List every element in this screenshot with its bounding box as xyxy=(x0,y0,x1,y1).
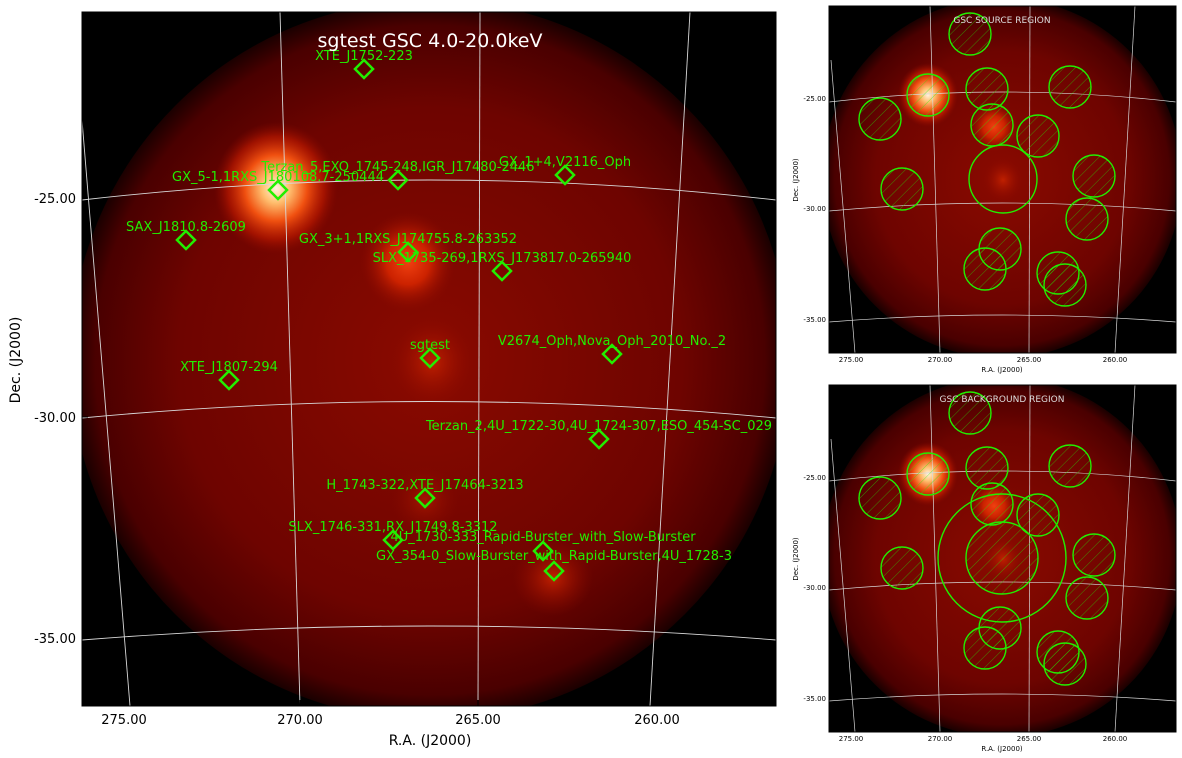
main-y-tick-0: -25.00 xyxy=(34,192,76,207)
background-y-axis-label: Dec. (J2000) xyxy=(792,537,800,581)
exclusion-region xyxy=(1072,154,1116,198)
emission-sgtest xyxy=(390,316,474,408)
source-marker xyxy=(353,58,375,80)
exclusion-region xyxy=(1065,197,1109,241)
exclusion-region xyxy=(880,167,924,211)
source-marker xyxy=(491,260,513,282)
exclusion-region xyxy=(880,546,924,590)
emission-gx5-1 xyxy=(214,122,338,254)
source-label: Terzan_5,EXO_1745-248,IGR_J17480-2446 xyxy=(260,160,534,175)
source-label: SLX_1746-331,RX_J1749.8-3312 xyxy=(288,520,497,535)
source-marker xyxy=(532,540,554,562)
main-y-tick-2: -35.00 xyxy=(34,632,76,647)
exclusion-region xyxy=(1016,493,1060,537)
source-label: GX_3+1,1RXS_J174755.8-263352 xyxy=(299,232,517,247)
main-y-axis-label: Dec. (J2000) xyxy=(8,317,24,404)
background-x-axis-label: R.A. (J2000) xyxy=(981,745,1023,753)
main-image: XTE_J1752-223 Terzan_5,EXO_1745-248,IGR_J… xyxy=(82,12,776,706)
source-label: XTE_J1752-223 xyxy=(315,49,413,64)
main-x-tick-2: 265.00 xyxy=(455,713,501,728)
exclusion-region xyxy=(948,12,992,56)
source-label: sgtest xyxy=(410,338,450,353)
source-label: H_1743-322,XTE_J17464-3213 xyxy=(326,478,523,493)
exclusion-region xyxy=(906,452,950,496)
source-label: 4U_1730-333_Rapid-Burster_with_Slow-Burs… xyxy=(390,530,696,545)
emission-h1743 xyxy=(391,466,459,534)
background-x-tick-0: 275.00 xyxy=(839,735,864,743)
main-x-axis-label: R.A. (J2000) xyxy=(389,733,472,749)
source-label: XTE_J1807-294 xyxy=(180,360,278,375)
background-x-tick-1: 270.00 xyxy=(928,735,953,743)
exclusion-region xyxy=(1065,576,1109,620)
source-marker xyxy=(267,179,289,201)
source-x-axis-label: R.A. (J2000) xyxy=(981,366,1023,374)
source-y-tick-2: -35.00 xyxy=(803,316,826,324)
main-x-tick-3: 260.00 xyxy=(634,713,680,728)
source-y-axis-label: Dec. (J2000) xyxy=(792,158,800,202)
exclusion-region xyxy=(1043,642,1087,686)
main-x-tick-0: 275.00 xyxy=(101,713,147,728)
exclusion-region xyxy=(948,391,992,435)
exclusion-region xyxy=(970,482,1014,526)
exclusion-region xyxy=(963,626,1007,670)
source-x-tick-2: 265.00 xyxy=(1017,356,1042,364)
source-label: SAX_J1810.8-2609 xyxy=(126,220,246,235)
exclusion-region xyxy=(858,476,902,520)
background-x-tick-2: 265.00 xyxy=(1017,735,1042,743)
background-y-tick-1: -30.00 xyxy=(803,584,826,592)
exclusion-region xyxy=(1016,114,1060,158)
source-x-tick-0: 275.00 xyxy=(839,356,864,364)
source-label: GX_354-0_Slow-Burster_with_Rapid-Burster… xyxy=(376,549,732,564)
exclusion-region xyxy=(906,73,950,117)
background-annulus-inner xyxy=(965,521,1039,595)
main-y-tick-1: -30.00 xyxy=(34,411,76,426)
source-label: GX_5-1,1RXS_J180108.7-250444 xyxy=(172,170,384,185)
source-marker xyxy=(397,241,419,263)
exclusion-region xyxy=(965,67,1009,111)
source-label: Terzan_2,4U_1722-30,4U_1724-307,ESO_454-… xyxy=(425,419,772,434)
source-marker xyxy=(419,347,441,369)
exclusion-region xyxy=(1048,444,1092,488)
source-marker xyxy=(554,164,576,186)
coordinate-grid xyxy=(82,12,776,706)
source-marker xyxy=(601,343,623,365)
exclusion-region xyxy=(970,103,1014,147)
main-ticks xyxy=(82,197,658,706)
source-x-tick-3: 260.00 xyxy=(1103,356,1128,364)
source-marker xyxy=(387,169,409,191)
exclusion-region xyxy=(858,97,902,141)
exclusion-region xyxy=(965,446,1009,490)
source-label: V2674_Oph,Nova_Oph_2010_No._2 xyxy=(498,334,726,349)
background-x-tick-3: 260.00 xyxy=(1103,735,1128,743)
source-marker xyxy=(382,529,404,551)
source-label: GX_1+4,V2116_Oph xyxy=(499,155,631,170)
main-title: sgtest GSC 4.0-20.0keV xyxy=(318,30,543,52)
exclusion-region xyxy=(963,247,1007,291)
source-y-tick-0: -25.00 xyxy=(803,95,826,103)
source-panel-title: GSC SOURCE REGION xyxy=(953,16,1050,26)
source-marker xyxy=(588,428,610,450)
exclusion-region xyxy=(1072,533,1116,577)
background-annulus-outer xyxy=(937,493,1067,623)
source-x-tick-1: 270.00 xyxy=(928,356,953,364)
background-y-tick-2: -35.00 xyxy=(803,695,826,703)
source-label: SLX_1735-269,1RXS_J173817.0-265940 xyxy=(373,251,632,266)
source-region-panel: GSC SOURCE REGION 275.00 270.00 265.00 2… xyxy=(792,5,1177,374)
exclusion-region xyxy=(1048,65,1092,109)
source-marker xyxy=(218,369,240,391)
source-region xyxy=(968,144,1038,214)
background-y-tick-0: -25.00 xyxy=(803,474,826,482)
source-marker xyxy=(414,487,436,509)
exclusion-region xyxy=(1043,263,1087,307)
source-y-tick-1: -30.00 xyxy=(803,205,826,213)
background-panel-title: GSC BACKGROUND REGION xyxy=(940,395,1065,405)
main-x-tick-1: 270.00 xyxy=(277,713,323,728)
background-region-panel: GSC BACKGROUND REGION 275.00 270.00 265.… xyxy=(792,384,1177,753)
source-marker xyxy=(543,560,565,582)
source-marker xyxy=(175,229,197,251)
main-panel: XTE_J1752-223 Terzan_5,EXO_1745-248,IGR_J… xyxy=(8,11,777,749)
